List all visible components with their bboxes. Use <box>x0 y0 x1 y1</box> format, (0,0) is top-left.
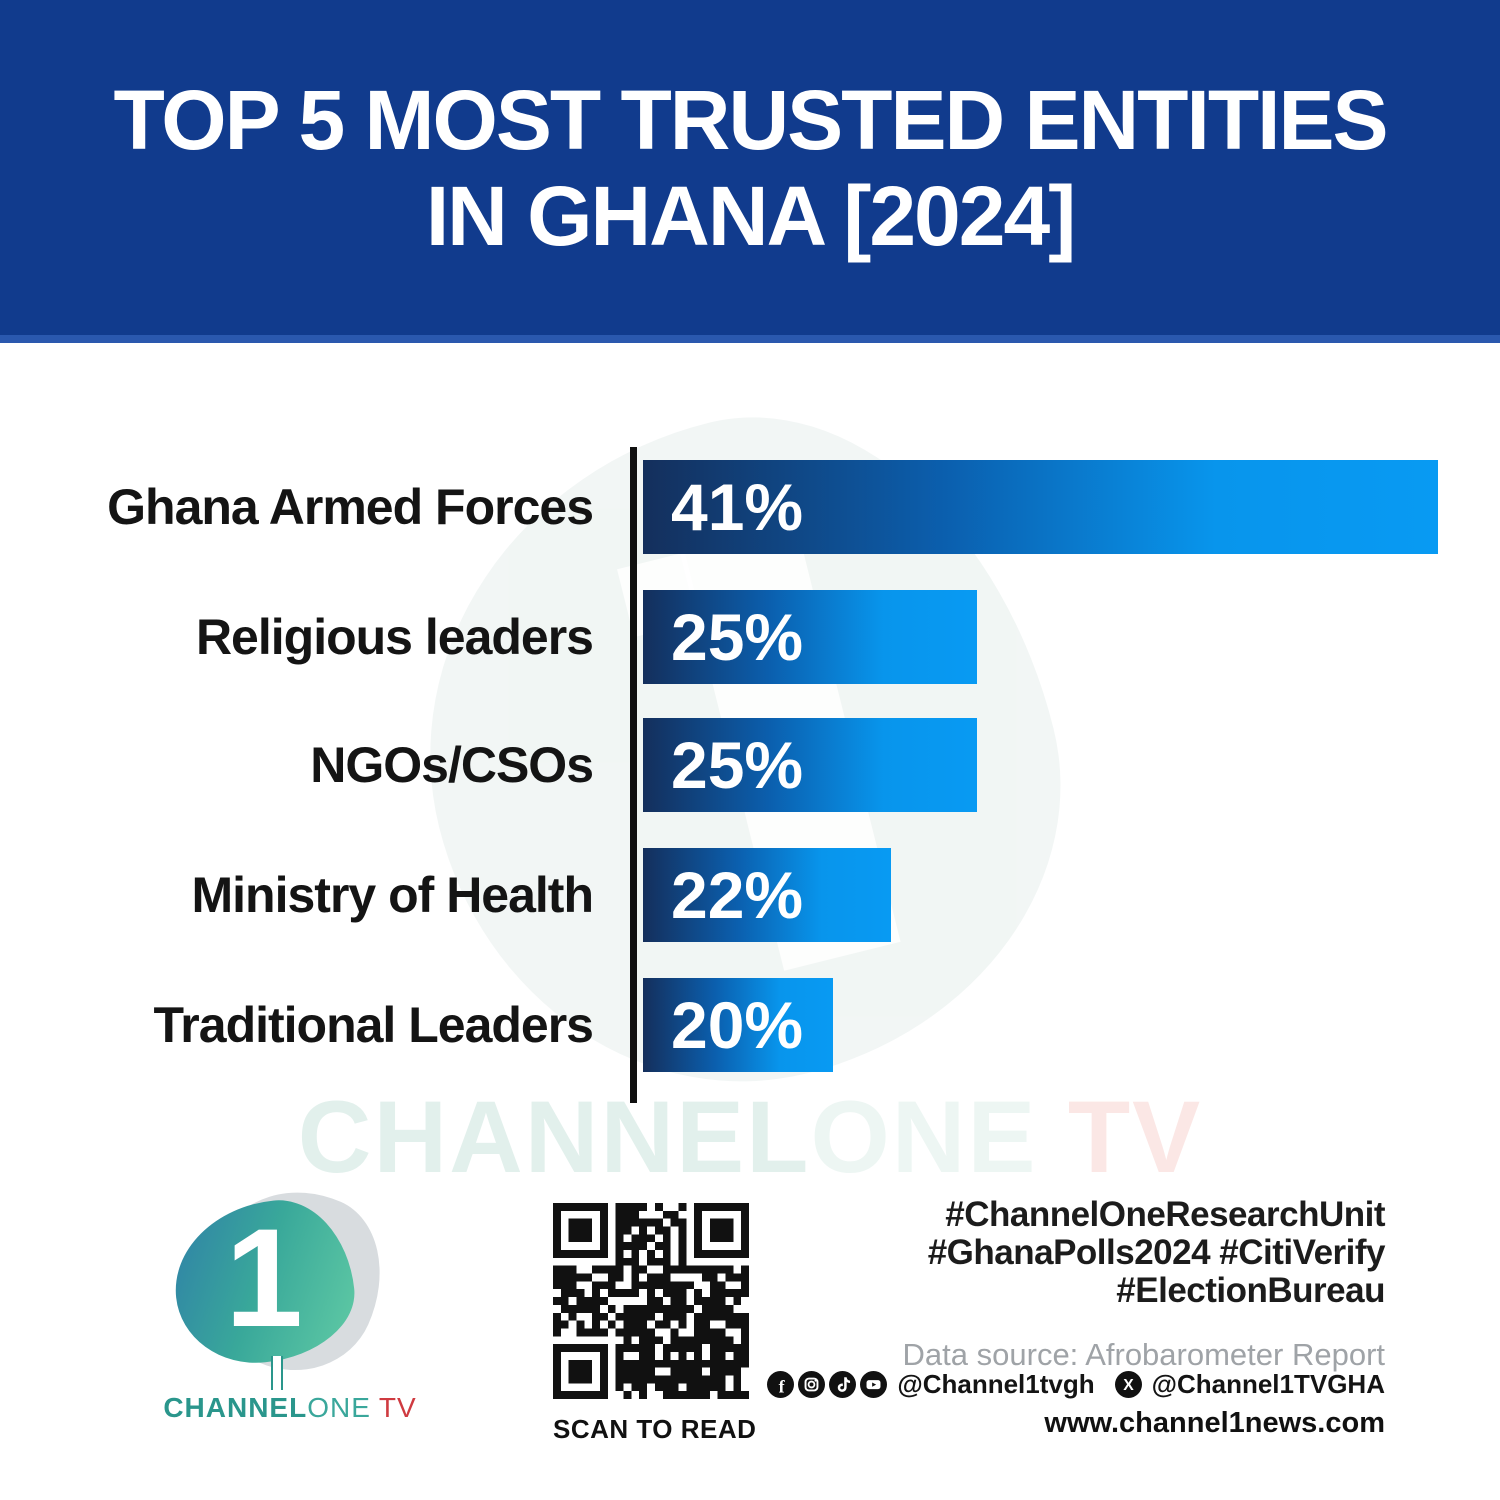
watermark-one: ONE <box>810 1080 1038 1194</box>
chart-row: Ministry of Health 22% <box>0 848 1500 942</box>
facebook-icon: f <box>767 1371 795 1398</box>
logo-numeral-stem <box>271 1356 283 1390</box>
chart-row: Religious leaders 25% <box>0 590 1500 684</box>
chart-row: Ghana Armed Forces 41% <box>0 460 1500 554</box>
qr-code <box>553 1203 749 1399</box>
svg-text:X: X <box>1123 1377 1134 1394</box>
bar-label: Religious leaders <box>195 609 594 665</box>
bar: 20% <box>643 978 833 1072</box>
bar: 41% <box>643 460 1438 554</box>
bar-label: NGOs/CSOs <box>310 737 594 793</box>
social-row: f @Channel1tvgh X @Channel1TVGHA <box>767 1369 1385 1400</box>
x-icon: X <box>1114 1371 1142 1398</box>
channel-one-logo: 1 CHANNELONE TV <box>140 1163 440 1440</box>
bar-label: Ghana Armed Forces <box>107 479 594 535</box>
page-title-line2: IN GHANA [2024] <box>425 168 1076 263</box>
website-url: www.channel1news.com <box>1044 1407 1385 1439</box>
watermark-channel: CHANNEL <box>297 1080 811 1194</box>
chart-row: NGOs/CSOs 25% <box>0 718 1500 812</box>
logo-wordmark: CHANNELONE TV <box>145 1392 435 1424</box>
wordmark-one: ONE <box>307 1392 371 1423</box>
hashtags-block: #ChannelOneResearchUnit #GhanaPolls2024 … <box>927 1195 1386 1310</box>
instagram-icon <box>798 1371 826 1398</box>
social-handle-x: @Channel1TVGHA <box>1151 1369 1385 1399</box>
channel-one-tv-watermark: CHANNELONE TV <box>0 1086 1500 1188</box>
bar: 25% <box>643 718 977 812</box>
hashtag-line: #ChannelOneResearchUnit <box>945 1195 1385 1234</box>
bar: 25% <box>643 590 977 684</box>
bar-value: 25% <box>671 728 804 802</box>
bar-value: 41% <box>671 470 804 544</box>
bar-value: 22% <box>671 858 804 932</box>
svg-text:f: f <box>779 1376 786 1396</box>
page-title-line1: TOP 5 MOST TRUSTED ENTITIES <box>113 72 1388 167</box>
wordmark-tv: TV <box>378 1392 417 1423</box>
tiktok-icon <box>829 1371 857 1398</box>
bar-value: 25% <box>671 600 804 674</box>
bar: 22% <box>643 848 891 942</box>
bar-label: Ministry of Health <box>191 867 594 923</box>
header-banner: TOP 5 MOST TRUSTED ENTITIES IN GHANA [20… <box>0 0 1500 343</box>
youtube-icon <box>860 1371 888 1398</box>
bar-label: Traditional Leaders <box>153 997 594 1053</box>
hashtag-line: #ElectionBureau <box>1116 1271 1385 1310</box>
bar-value: 20% <box>671 988 804 1062</box>
hashtag-line: #GhanaPolls2024 #CitiVerify <box>927 1233 1386 1272</box>
social-handle-main: @Channel1tvgh <box>897 1369 1095 1399</box>
chart-axis-line <box>630 447 637 1103</box>
qr-caption: SCAN TO READ <box>553 1414 757 1444</box>
data-source-note: Data source: Afrobarometer Report <box>902 1337 1385 1372</box>
chart-row: Traditional Leaders 20% <box>0 978 1500 1072</box>
logo-numeral: 1 <box>225 1199 303 1356</box>
watermark-tv: TV <box>1037 1080 1203 1194</box>
wordmark-channel: CHANNEL <box>163 1392 308 1423</box>
